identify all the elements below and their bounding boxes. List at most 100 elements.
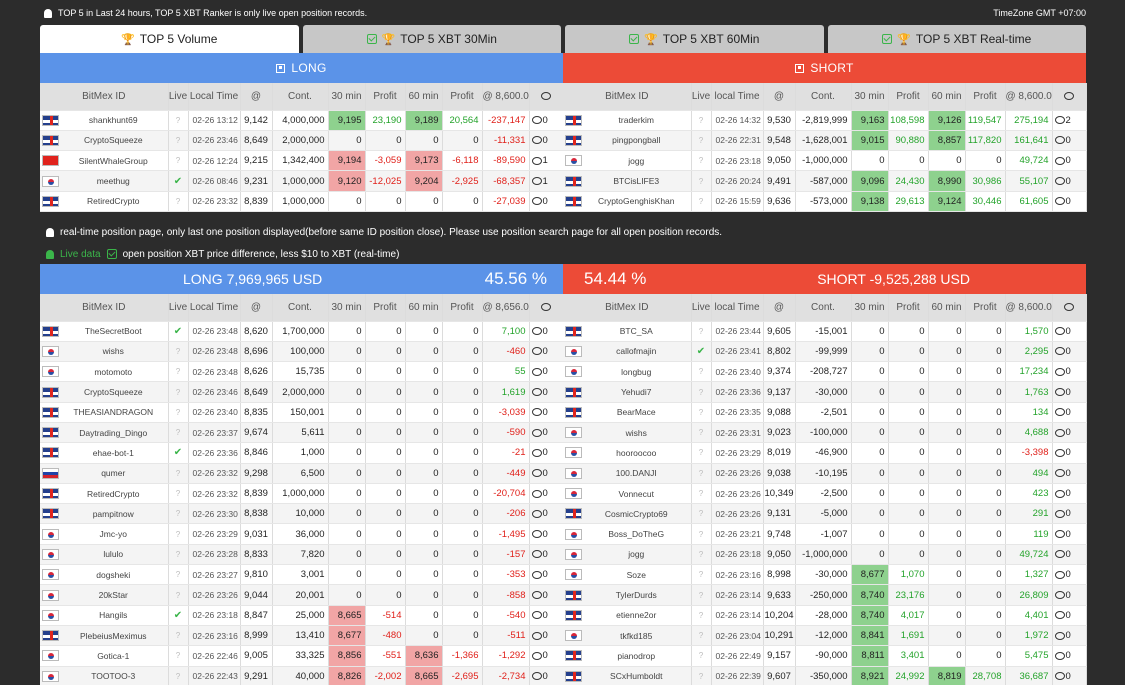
bitmex-id-cell[interactable]: wishs xyxy=(563,422,692,444)
bitmex-id-cell[interactable]: ehae-bot-1 xyxy=(40,442,169,464)
bitmex-id[interactable]: Hangils xyxy=(99,610,128,621)
live-status[interactable]: ? xyxy=(168,544,189,566)
bitmex-id[interactable]: CryptoSqueeze xyxy=(83,135,143,146)
column-header[interactable]: Profit xyxy=(365,294,406,322)
bitmex-id-cell[interactable]: tkfkd185 xyxy=(563,625,692,647)
comment-cell[interactable]: 0 xyxy=(1052,150,1087,172)
bitmex-id-cell[interactable]: longbug xyxy=(563,361,692,383)
comment-cell[interactable]: 0 xyxy=(1052,625,1087,647)
comment-cell[interactable]: 0 xyxy=(529,666,564,685)
column-header[interactable]: Profit xyxy=(442,83,483,111)
bitmex-id-cell[interactable]: dogsheki xyxy=(40,564,169,586)
table-row[interactable]: SCxHumboldt? 02-26 22:39 9,607 -350,000 8,92… xyxy=(563,666,1087,685)
comment-cell[interactable]: 0 xyxy=(1052,483,1087,505)
column-header[interactable]: BitMex ID xyxy=(40,294,169,322)
live-status[interactable]: ✔ xyxy=(168,442,189,464)
live-status[interactable]: ✔ xyxy=(168,170,189,192)
comment-cell[interactable]: 0 xyxy=(529,341,564,363)
column-header[interactable]: 60 min xyxy=(405,294,443,322)
comment-cell[interactable]: 0 xyxy=(1052,341,1087,363)
table-row[interactable]: TOOTOO-3? 02-26 22:43 9,291 40,000 8,826 -2,0… xyxy=(40,666,564,685)
column-header[interactable]: 30 min xyxy=(328,294,366,322)
live-status[interactable]: ? xyxy=(168,645,189,667)
bitmex-id-cell[interactable]: PlebeiusMeximus xyxy=(40,625,169,647)
live-status[interactable]: ? xyxy=(691,666,712,685)
bitmex-id-cell[interactable]: callofmajin xyxy=(563,341,692,363)
live-status[interactable]: ? xyxy=(691,321,712,342)
bitmex-id-cell[interactable]: shankhunt69 xyxy=(40,110,169,131)
comment-cell[interactable]: 0 xyxy=(529,605,564,626)
comment-cell[interactable]: 0 xyxy=(1052,381,1087,403)
bitmex-id[interactable]: hooroocoo xyxy=(616,447,657,458)
table-row[interactable]: THEASIANDRAGON? 02-26 23:40 8,835 150,001 0 0… xyxy=(40,402,564,423)
table-row[interactable]: SilentWhaleGroup? 02-26 12:24 9,215 1,342,4… xyxy=(40,150,564,172)
table-row[interactable]: meethug ✔ 02-26 08:46 9,231 1,000,000 9,120 -1… xyxy=(40,170,564,192)
bitmex-id-cell[interactable]: qumer xyxy=(40,463,169,484)
bitmex-id-cell[interactable]: Soze xyxy=(563,564,692,586)
column-header[interactable]: Cont. xyxy=(272,294,329,322)
comment-cell[interactable]: 0 xyxy=(1052,564,1087,586)
bitmex-id[interactable]: SilentWhaleGroup xyxy=(78,155,148,166)
table-row[interactable]: etienne2or? 02-26 23:14 10,204 -28,000 8,740… xyxy=(563,605,1087,626)
comment-cell[interactable]: 0 xyxy=(529,110,564,131)
comment-cell[interactable]: 0 xyxy=(1052,422,1087,444)
live-status[interactable]: ? xyxy=(691,463,712,484)
bitmex-id[interactable]: THEASIANDRAGON xyxy=(73,407,154,418)
comment-cell[interactable]: 2 xyxy=(1052,110,1087,131)
bitmex-id-cell[interactable]: pianodrop xyxy=(563,645,692,667)
table-row[interactable]: tkfkd185? 02-26 23:04 10,291 -12,000 8,841 1,… xyxy=(563,625,1087,647)
bitmex-id[interactable]: Yehudi7 xyxy=(621,387,652,398)
table-row[interactable]: CryptoGenghisKhan? 02-26 15:59 9,636 -573,0… xyxy=(563,191,1087,212)
comment-cell[interactable]: 0 xyxy=(1052,544,1087,566)
table-row[interactable]: longbug? 02-26 23:40 9,374 -208,727 0 0 0 0 17,2… xyxy=(563,361,1087,383)
table-row[interactable]: BearMace? 02-26 23:35 9,088 -2,501 0 0 0 0 134 0 xyxy=(563,402,1087,423)
bitmex-id[interactable]: 100.DANJI xyxy=(615,468,657,479)
bitmex-id[interactable]: jogg xyxy=(628,155,645,166)
table-row[interactable]: CosmicCrypto69? 02-26 23:26 9,131 -5,000 0 0 0… xyxy=(563,503,1087,525)
column-header[interactable]: Live xyxy=(168,83,189,111)
bitmex-id[interactable]: CryptoGenghisKhan xyxy=(597,196,675,207)
table-row[interactable]: dogsheki? 02-26 23:27 9,810 3,001 0 0 0 0 -353 0 xyxy=(40,564,564,586)
table-row[interactable]: hooroocoo? 02-26 23:29 8,019 -46,900 0 0 0 0 -3,… xyxy=(563,442,1087,464)
column-header[interactable]: 30 min xyxy=(851,294,889,322)
live-status[interactable]: ? xyxy=(168,381,189,403)
column-header[interactable]: Live xyxy=(691,294,712,322)
column-header[interactable]: 60 min xyxy=(928,294,966,322)
comment-cell[interactable]: 0 xyxy=(1052,523,1087,545)
column-header[interactable]: Profit xyxy=(965,294,1006,322)
bitmex-id[interactable]: Jmc-yo xyxy=(99,529,127,540)
column-header[interactable]: @ 8,600.0 xyxy=(1005,83,1053,111)
table-row[interactable]: Soze? 02-26 23:16 8,998 -30,000 8,677 1,070 0 0… xyxy=(563,564,1087,586)
table-row[interactable]: 100.DANJI? 02-26 23:26 9,038 -10,195 0 0 0 0 494… xyxy=(563,463,1087,484)
table-row[interactable]: jogg? 02-26 23:18 9,050 -1,000,000 0 0 0 0 49,72… xyxy=(563,544,1087,566)
comment-cell[interactable]: 1 xyxy=(529,170,564,192)
bitmex-id[interactable]: BTC_SA xyxy=(619,326,653,337)
live-status[interactable]: ? xyxy=(691,110,712,131)
bitmex-id-cell[interactable]: wishs xyxy=(40,341,169,363)
comment-cell[interactable]: 0 xyxy=(1052,584,1087,606)
table-row[interactable]: 20kStar? 02-26 23:26 9,044 20,001 0 0 0 0 -858 0 xyxy=(40,584,564,606)
comment-cell[interactable]: 0 xyxy=(529,463,564,484)
column-header[interactable] xyxy=(529,83,564,111)
table-row[interactable]: jogg? 02-26 23:18 9,050 -1,000,000 0 0 0 0 49,72… xyxy=(563,150,1087,172)
bitmex-id-cell[interactable]: BTCisLIFE3 xyxy=(563,170,692,192)
comment-cell[interactable]: 0 xyxy=(1052,645,1087,667)
table-row[interactable]: wishs? 02-26 23:48 8,696 100,000 0 0 0 0 -460 0 xyxy=(40,341,564,363)
table-row[interactable]: TylerDurds? 02-26 23:14 9,633 -250,000 8,740… xyxy=(563,584,1087,606)
live-status[interactable]: ? xyxy=(168,422,189,444)
bitmex-id-cell[interactable]: CryptoGenghisKhan xyxy=(563,191,692,212)
bitmex-id-cell[interactable]: pampitnow xyxy=(40,503,169,525)
column-header[interactable]: 30 min xyxy=(851,83,889,111)
comment-cell[interactable]: 0 xyxy=(1052,361,1087,383)
bitmex-id-cell[interactable]: Hangils xyxy=(40,605,169,626)
comment-cell[interactable]: 0 xyxy=(529,130,564,152)
column-header[interactable]: Live xyxy=(168,294,189,322)
live-status[interactable]: ? xyxy=(168,150,189,172)
bitmex-id[interactable]: pingpongball xyxy=(612,135,661,146)
live-status[interactable]: ? xyxy=(691,170,712,192)
bitmex-id[interactable]: Soze xyxy=(626,569,646,580)
bitmex-id[interactable]: wishs xyxy=(102,346,124,357)
live-status[interactable]: ? xyxy=(691,503,712,525)
comment-cell[interactable]: 0 xyxy=(1052,170,1087,192)
bitmex-id-cell[interactable]: CosmicCrypto69 xyxy=(563,503,692,525)
